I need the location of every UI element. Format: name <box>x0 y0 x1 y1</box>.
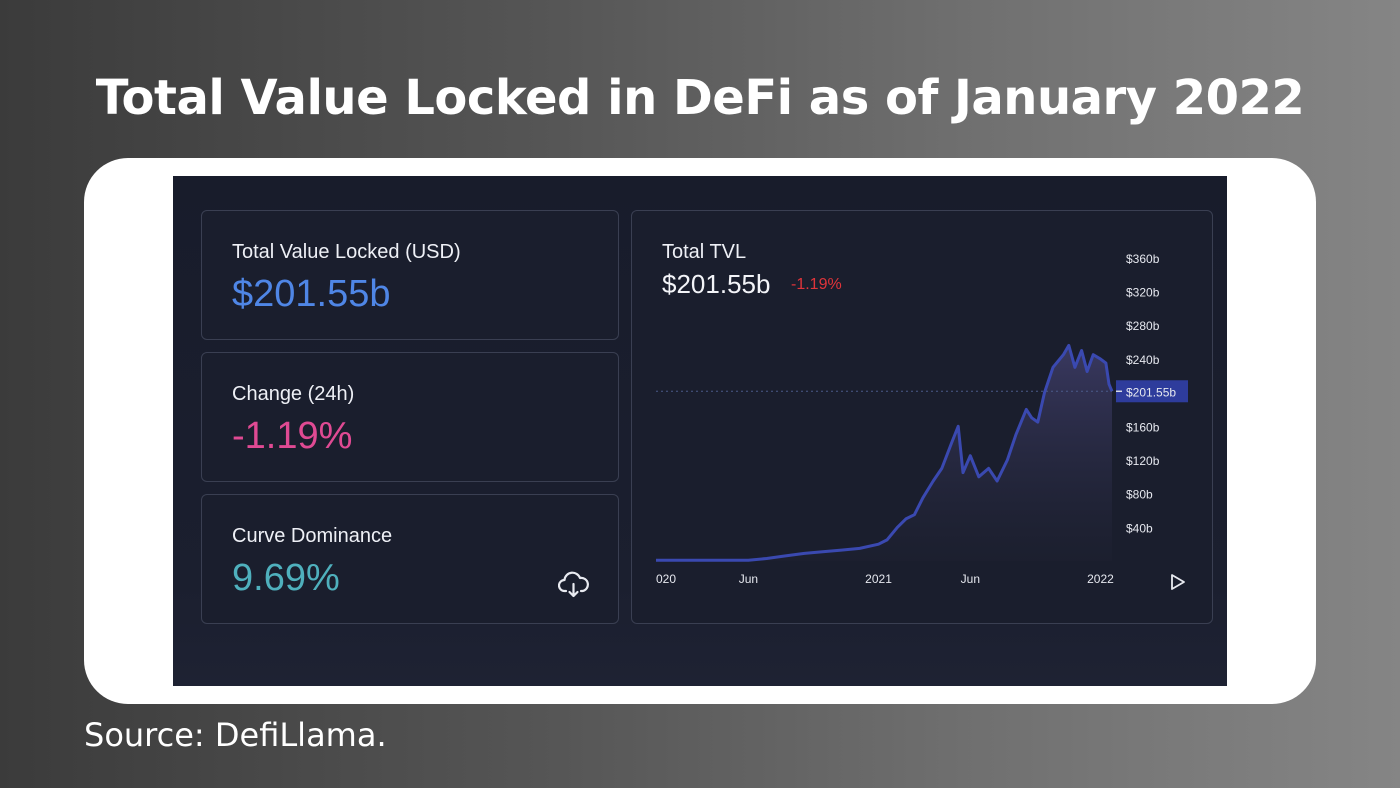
tvl-chart-panel: Total TVL $201.55b -1.19% $40b $80b $120b $… <box>631 210 1213 624</box>
chart-panel-change: -1.19% <box>791 276 842 293</box>
tvl-stat-label: Total Value Locked (USD) <box>232 241 461 263</box>
dashboard-screenshot: Total Value Locked (USD) $201.55b Change… <box>173 176 1227 686</box>
x-tick-label: 2021 <box>865 572 892 586</box>
y-tick-label: $80b <box>1126 488 1153 502</box>
cloud-download-icon[interactable] <box>558 571 590 599</box>
headline: Total Value Locked in DeFi as of January… <box>95 70 1305 126</box>
y-tick-label: $360b <box>1126 252 1160 266</box>
y-tick-label: $280b <box>1126 319 1160 333</box>
current-value-tag <box>1116 380 1188 403</box>
dominance-stat-panel: Curve Dominance 9.69% <box>201 494 619 624</box>
y-tick-label: $201.55b <box>1126 385 1176 399</box>
tvl-chart[interactable]: $40b $80b $120b $160b $201.55b $240b $280b $320… <box>632 211 1212 623</box>
tvl-series-line <box>656 343 1114 562</box>
y-tick-label: $240b <box>1126 353 1160 367</box>
dominance-stat-value: 9.69% <box>232 557 340 599</box>
y-tick-label: $320b <box>1126 286 1160 300</box>
source-note: Source: DefiLlama. <box>84 716 387 754</box>
change-stat-value: -1.19% <box>232 415 353 457</box>
play-icon[interactable] <box>1170 573 1186 591</box>
x-tick-label: Jun <box>961 572 980 586</box>
x-tick-label: Jun <box>739 572 758 586</box>
dominance-stat-label: Curve Dominance <box>232 525 393 547</box>
y-tick-label: $160b <box>1126 420 1160 434</box>
y-tick-label: $40b <box>1126 521 1153 535</box>
y-tick-label: $120b <box>1126 454 1160 468</box>
change-stat-panel: Change (24h) -1.19% <box>201 352 619 482</box>
x-tick-label: 2022 <box>1087 572 1114 586</box>
tvl-stat-panel: Total Value Locked (USD) $201.55b <box>201 210 619 340</box>
tvl-stat-value: $201.55b <box>232 273 391 315</box>
x-tick-label: 020 <box>656 572 676 586</box>
change-stat-label: Change (24h) <box>232 383 355 405</box>
chart-panel-title: Total TVL <box>662 241 747 263</box>
tvl-area-fill <box>656 345 1112 561</box>
chart-panel-value: $201.55b <box>662 269 771 299</box>
